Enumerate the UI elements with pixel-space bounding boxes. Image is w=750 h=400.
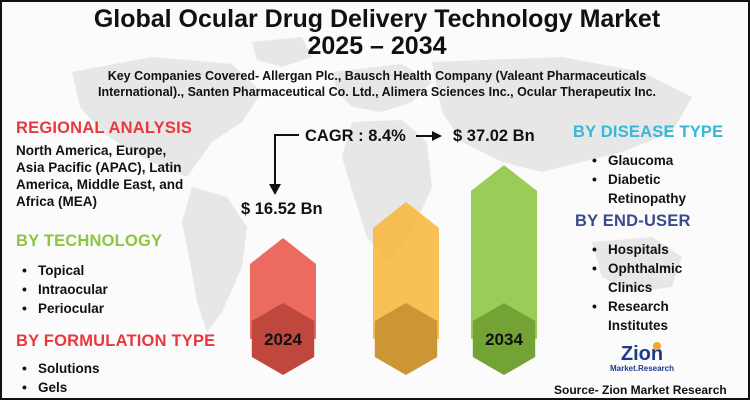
disease-type-heading: BY DISEASE TYPE [573,123,724,141]
regional-line: Asia Pacific (APAC), Latin [16,160,182,175]
list-item: Periocular [20,299,108,318]
list-item: Research [590,297,740,316]
end-user-heading: BY END-USER [575,212,691,230]
continuation-text: Retinopathy [608,191,687,206]
list-item: Glaucoma [590,151,740,170]
source-text: Source- Zion Market Research [554,383,727,397]
title-line-1: Global Ocular Drug Delivery Technology M… [93,5,661,33]
regional-analysis-text: North America, Europe, Asia Pacific (APA… [16,142,236,210]
list-item: Hospitals [590,240,740,259]
cagr-label: CAGR : 8.4% [305,126,406,145]
arrow-down-icon [274,134,299,186]
list-item: Diabetic [590,170,740,189]
end-user-list: Hospitals Ophthalmic Clinics Research In… [590,240,740,335]
list-item: Intraocular [20,280,108,299]
logo-subtitle: Market.Research [610,364,674,373]
continuation-text: Institutes [608,318,669,333]
chart-category-label: 2024 [264,330,302,349]
list-item: Ophthalmic [590,259,740,278]
value-label-2024: $ 16.52 Bn [241,200,323,218]
infographic-title: Global Ocular Drug Delivery Technology M… [2,5,748,60]
chart-base-hexagon [374,303,438,375]
chart-bar [373,202,439,339]
chart-base-hexagon [251,303,315,375]
technology-heading: BY TECHNOLOGY [16,232,163,250]
regional-line: Africa (MEA) [16,194,98,209]
formulation-list: Solutions Gels [20,359,100,397]
companies-line-1: Key Companies Covered- Allergan Plc., Ba… [107,69,647,83]
regional-line: North America, Europe, [16,143,167,158]
regional-line: America, Middle East, and [16,177,184,192]
disease-type-list: Glaucoma Diabetic Retinopathy [590,151,740,208]
zion-logo: Zion Market.Research [610,342,674,373]
logo-word: Zion [621,343,663,365]
list-item-continuation: Retinopathy [590,189,740,208]
value-label-2034: $ 37.02 Bn [453,126,535,145]
list-item: Topical [20,261,108,280]
chart-base-hexagon [472,303,536,375]
list-item: Solutions [20,359,100,378]
list-item-continuation: Clinics [590,278,740,297]
formulation-heading: BY FORMULATION TYPE [16,332,216,350]
chart-bar [471,165,537,339]
list-item-continuation: Institutes [590,316,740,335]
regional-analysis-heading: REGIONAL ANALYSIS [16,119,193,137]
companies-line-2: International)., Santen Pharmaceutical C… [97,85,657,99]
chart-category-label: 2034 [485,330,523,349]
list-item: Gels [20,378,100,397]
title-line-2: 2025 – 2034 [307,32,447,60]
key-companies-text: Key Companies Covered- Allergan Plc., Ba… [42,68,712,100]
technology-list: Topical Intraocular Periocular [20,261,108,318]
arrow-down-head-icon [269,184,281,195]
continuation-text: Clinics [608,280,653,295]
cagr-row: CAGR : 8.4% $ 37.02 Bn [305,125,535,146]
arrow-right-icon [416,130,443,141]
